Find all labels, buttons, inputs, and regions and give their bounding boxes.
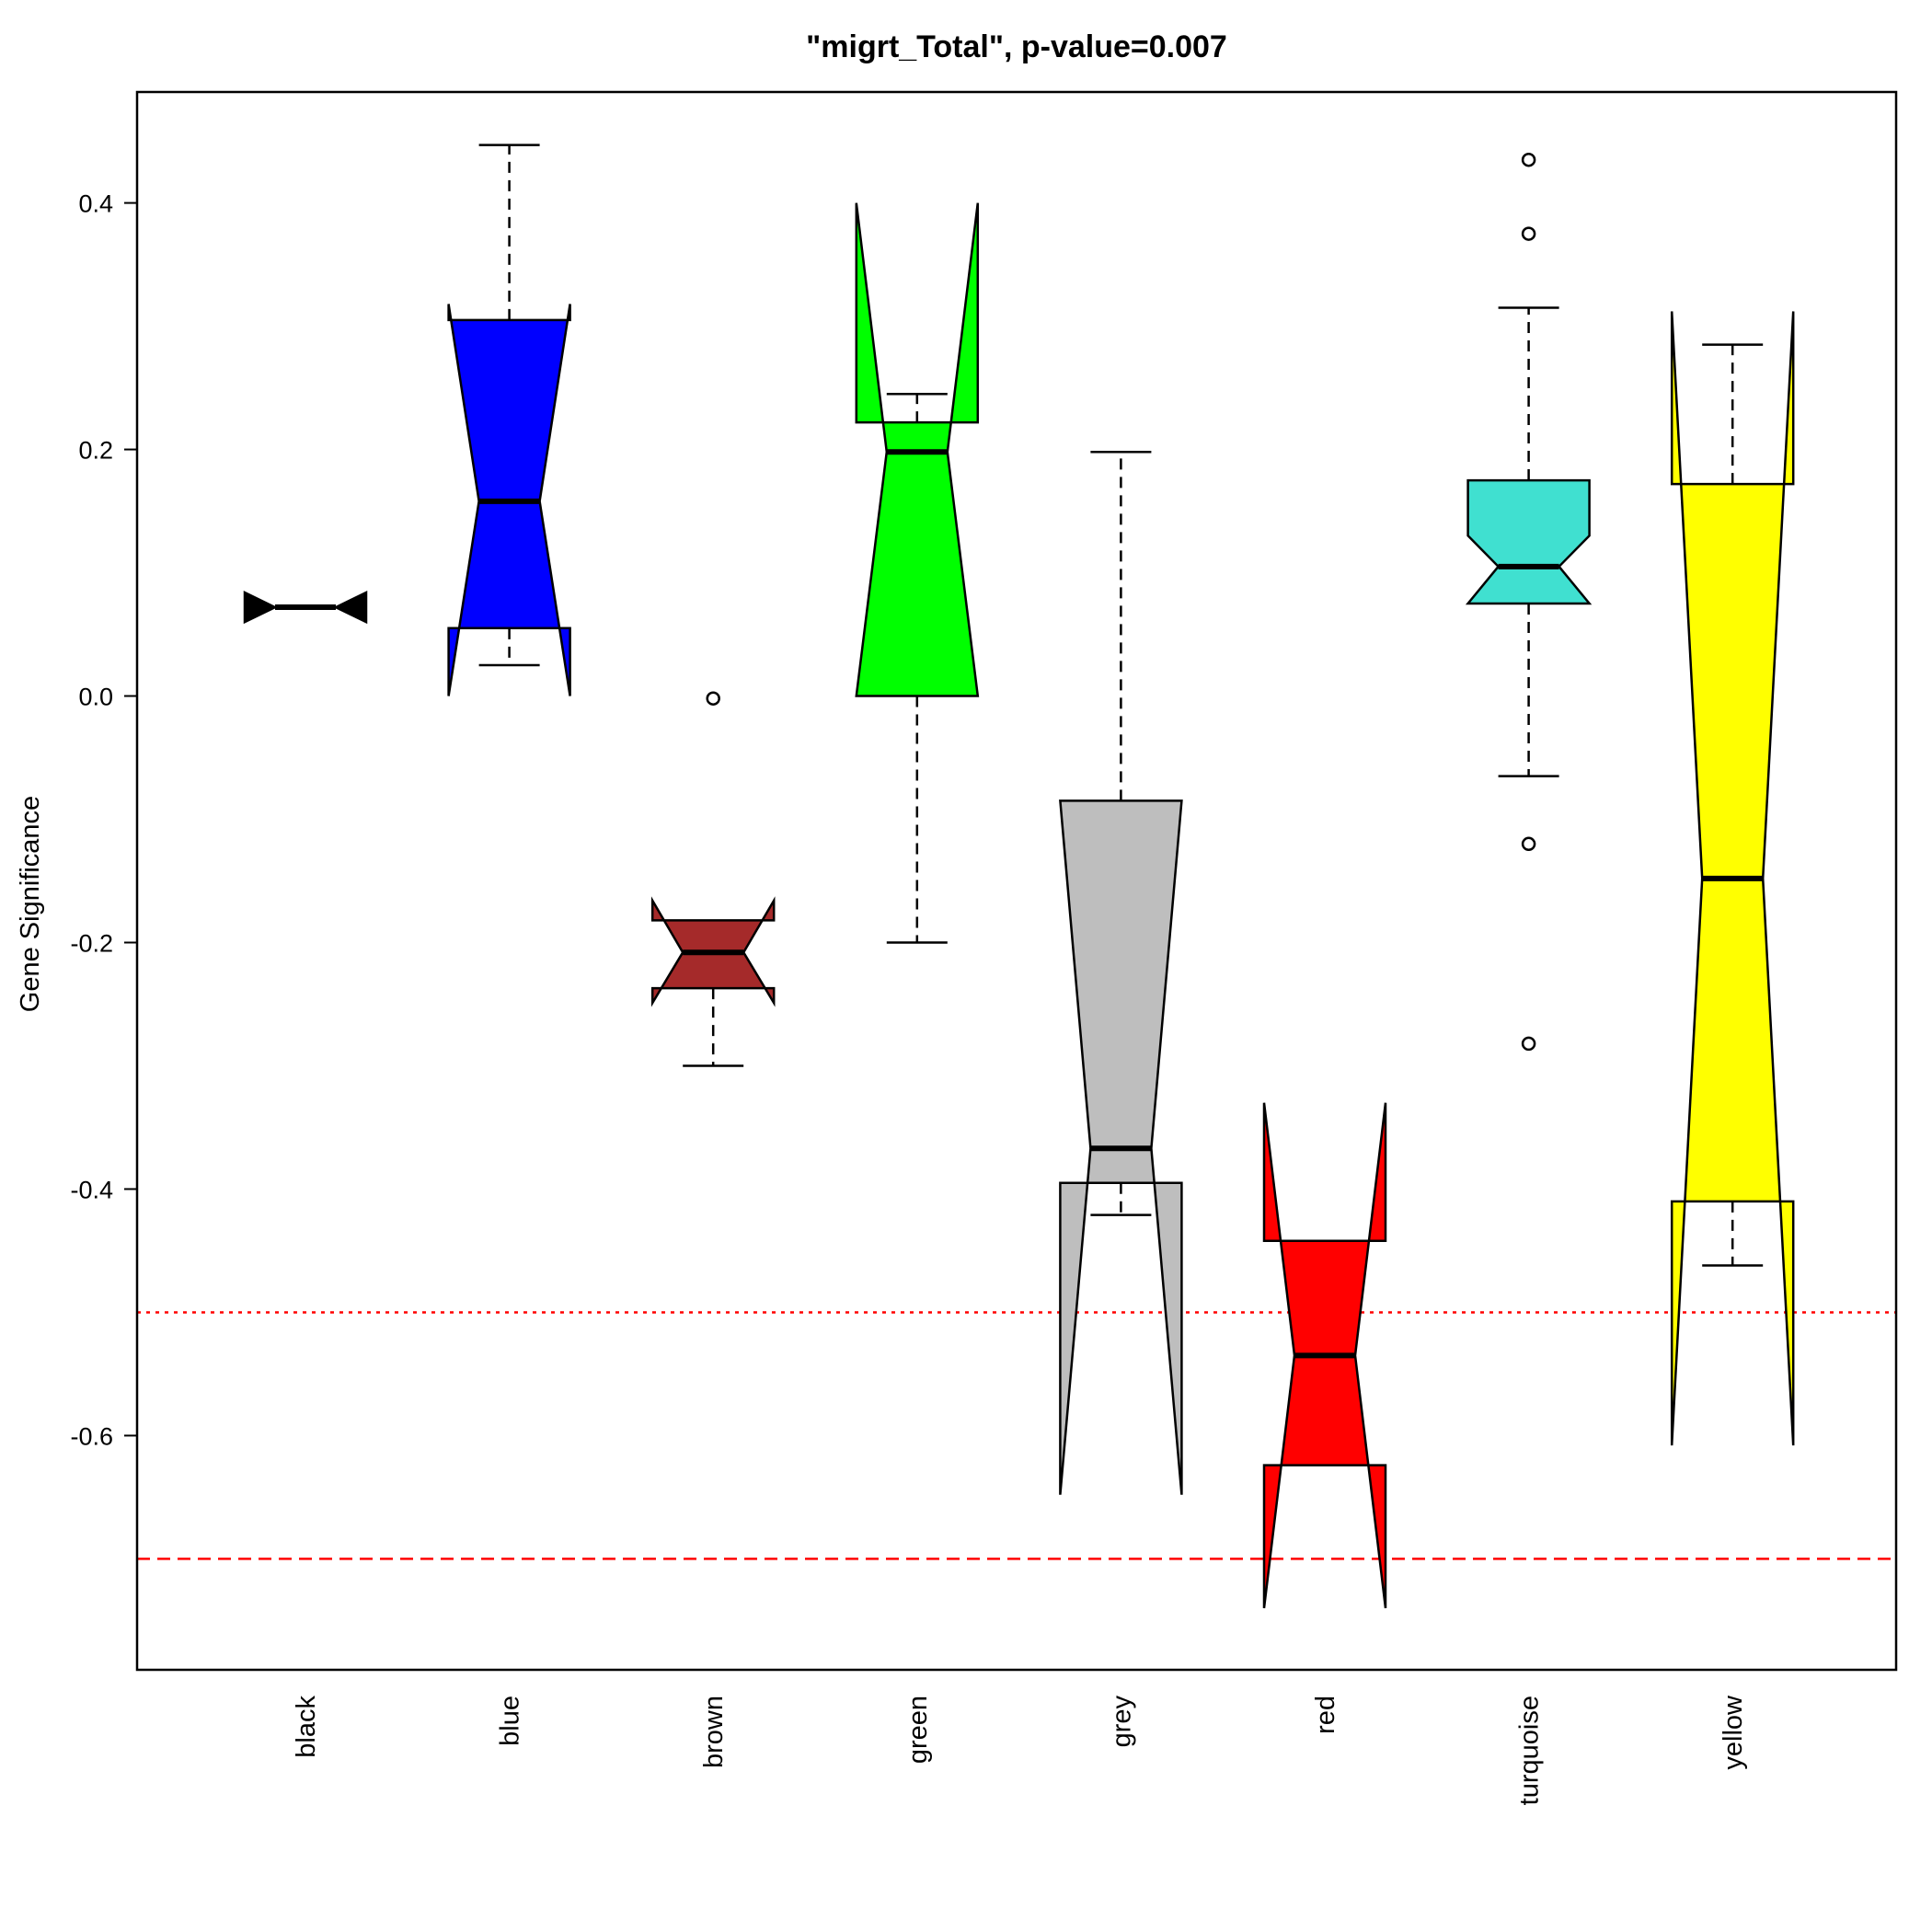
box-blue (447, 144, 571, 696)
y-tick-label: 0.2 (78, 437, 113, 465)
box-black (243, 590, 368, 625)
x-category-label-brown: brown (699, 1696, 729, 1768)
box-body (1465, 478, 1593, 605)
y-tick-label: 0.4 (78, 190, 113, 218)
plot-frame (135, 90, 1898, 1672)
box-brown (650, 691, 776, 1067)
x-category-label-turquoise: turquoise (1515, 1696, 1545, 1805)
box-green (855, 202, 980, 944)
box-yellow (1670, 311, 1795, 1446)
x-category-label-yellow: yellow (1719, 1695, 1748, 1770)
x-category-label-black: black (292, 1696, 321, 1758)
outlier-point (1521, 226, 1536, 241)
reference-lines (137, 1311, 1896, 1560)
y-tick-label: -0.4 (70, 1176, 113, 1203)
y-tick-label: -0.2 (70, 929, 113, 957)
y-axis: -0.6 -0.4 -0.2 0.0 0.2 0.4 (70, 190, 137, 1450)
outlier-point (1521, 1036, 1536, 1052)
x-axis-labels: black blue brown green grey red turquoise yello… (292, 1695, 1748, 1805)
box-turquoise (1465, 152, 1593, 1052)
box-red (1262, 1102, 1387, 1609)
x-category-label-grey: grey (1107, 1696, 1136, 1748)
outlier-point (1521, 152, 1536, 167)
boxes-layer (243, 144, 1795, 1609)
x-category-label-red: red (1311, 1696, 1340, 1734)
chart-title: "migrt_Total", p-value=0.007 (806, 29, 1227, 64)
box-body (243, 590, 368, 625)
box-grey (1059, 450, 1183, 1495)
y-axis-title: Gene Significance (16, 796, 45, 1012)
y-tick-label: 0.0 (78, 684, 113, 711)
outlier-point (1521, 836, 1536, 852)
outlier-point (706, 691, 720, 706)
x-category-label-blue: blue (496, 1696, 525, 1746)
x-category-label-green: green (903, 1696, 933, 1764)
y-tick-label: -0.6 (70, 1422, 113, 1450)
